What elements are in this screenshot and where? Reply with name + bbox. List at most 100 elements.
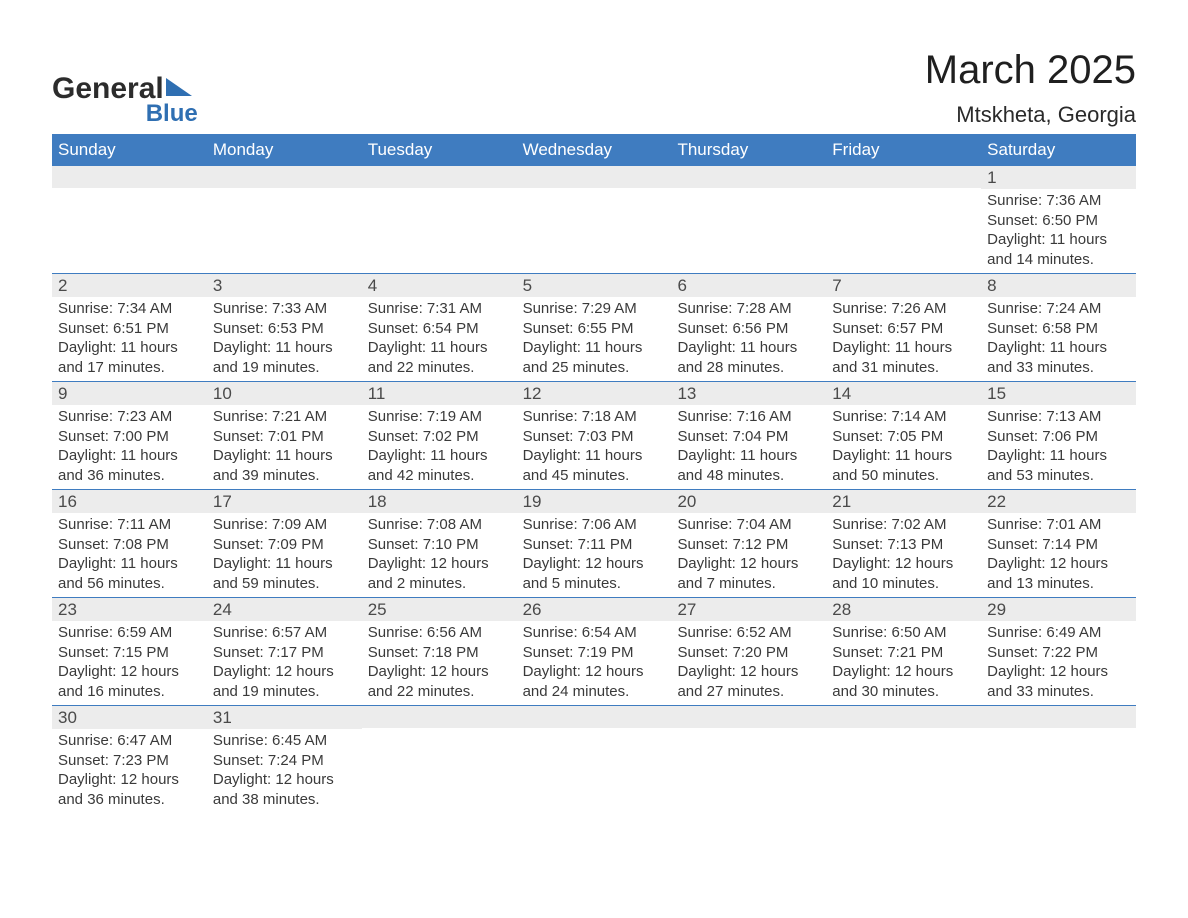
sunset-text: Sunset: 6:54 PM [368,319,511,339]
daylight2-text: and 45 minutes. [523,466,666,486]
daylight2-text: and 56 minutes. [58,574,201,594]
calendar-week: 9Sunrise: 7:23 AMSunset: 7:00 PMDaylight… [52,381,1136,489]
day-number [207,166,362,188]
day-number: 10 [207,382,362,405]
sunset-text: Sunset: 7:18 PM [368,643,511,663]
sunset-text: Sunset: 7:08 PM [58,535,201,555]
sunset-text: Sunset: 7:24 PM [213,751,356,771]
day-number [981,706,1136,728]
day-number: 26 [517,598,672,621]
daylight1-text: Daylight: 11 hours [677,446,820,466]
day-header-wednesday: Wednesday [517,134,672,166]
sunrise-text: Sunrise: 7:13 AM [987,407,1130,427]
calendar-cell: 18Sunrise: 7:08 AMSunset: 7:10 PMDayligh… [362,490,517,597]
sunset-text: Sunset: 7:22 PM [987,643,1130,663]
day-header-monday: Monday [207,134,362,166]
calendar-cell [826,166,981,273]
daylight2-text: and 30 minutes. [832,682,975,702]
day-number: 2 [52,274,207,297]
brand-name: General Blue [52,74,192,104]
daylight1-text: Daylight: 11 hours [58,446,201,466]
day-number: 31 [207,706,362,729]
day-header-tuesday: Tuesday [362,134,517,166]
daylight1-text: Daylight: 11 hours [987,446,1130,466]
daylight1-text: Daylight: 11 hours [368,338,511,358]
calendar-cell [517,166,672,273]
calendar-cell: 21Sunrise: 7:02 AMSunset: 7:13 PMDayligh… [826,490,981,597]
sunrise-text: Sunrise: 7:19 AM [368,407,511,427]
day-number: 27 [671,598,826,621]
daylight1-text: Daylight: 11 hours [677,338,820,358]
day-number: 24 [207,598,362,621]
day-number: 1 [981,166,1136,189]
day-number: 16 [52,490,207,513]
sunrise-text: Sunrise: 7:24 AM [987,299,1130,319]
calendar-cell: 8Sunrise: 7:24 AMSunset: 6:58 PMDaylight… [981,274,1136,381]
daylight1-text: Daylight: 11 hours [58,338,201,358]
sunset-text: Sunset: 6:51 PM [58,319,201,339]
daylight2-text: and 33 minutes. [987,358,1130,378]
calendar-cell: 2Sunrise: 7:34 AMSunset: 6:51 PMDaylight… [52,274,207,381]
calendar-cell: 13Sunrise: 7:16 AMSunset: 7:04 PMDayligh… [671,382,826,489]
daylight1-text: Daylight: 11 hours [213,338,356,358]
daylight2-text: and 39 minutes. [213,466,356,486]
daylight1-text: Daylight: 12 hours [368,662,511,682]
sunrise-text: Sunrise: 7:36 AM [987,191,1130,211]
day-number [671,166,826,188]
day-header-thursday: Thursday [671,134,826,166]
sunrise-text: Sunrise: 7:31 AM [368,299,511,319]
daylight1-text: Daylight: 12 hours [58,770,201,790]
calendar-cell: 27Sunrise: 6:52 AMSunset: 7:20 PMDayligh… [671,598,826,705]
day-number: 9 [52,382,207,405]
daylight2-text: and 14 minutes. [987,250,1130,270]
calendar-cell: 25Sunrise: 6:56 AMSunset: 7:18 PMDayligh… [362,598,517,705]
daylight1-text: Daylight: 12 hours [987,554,1130,574]
calendar-week: 2Sunrise: 7:34 AMSunset: 6:51 PMDaylight… [52,273,1136,381]
daylight2-text: and 36 minutes. [58,466,201,486]
sunset-text: Sunset: 7:13 PM [832,535,975,555]
daylight2-text: and 48 minutes. [677,466,820,486]
sunset-text: Sunset: 6:57 PM [832,319,975,339]
day-number: 14 [826,382,981,405]
daylight1-text: Daylight: 12 hours [523,662,666,682]
sunrise-text: Sunrise: 6:50 AM [832,623,975,643]
sunset-text: Sunset: 7:09 PM [213,535,356,555]
day-number: 18 [362,490,517,513]
calendar-cell: 9Sunrise: 7:23 AMSunset: 7:00 PMDaylight… [52,382,207,489]
calendar-cell: 23Sunrise: 6:59 AMSunset: 7:15 PMDayligh… [52,598,207,705]
calendar-cell [517,706,672,813]
day-header-saturday: Saturday [981,134,1136,166]
calendar-cell: 31Sunrise: 6:45 AMSunset: 7:24 PMDayligh… [207,706,362,813]
daylight1-text: Daylight: 12 hours [523,554,666,574]
daylight1-text: Daylight: 12 hours [987,662,1130,682]
calendar-week: 23Sunrise: 6:59 AMSunset: 7:15 PMDayligh… [52,597,1136,705]
day-number [362,166,517,188]
sunset-text: Sunset: 7:06 PM [987,427,1130,447]
day-number [671,706,826,728]
sunrise-text: Sunrise: 7:23 AM [58,407,201,427]
day-number: 7 [826,274,981,297]
daylight1-text: Daylight: 11 hours [832,446,975,466]
calendar-cell [826,706,981,813]
day-number [826,706,981,728]
daylight2-text: and 19 minutes. [213,682,356,702]
calendar-cell: 10Sunrise: 7:21 AMSunset: 7:01 PMDayligh… [207,382,362,489]
daylight2-text: and 16 minutes. [58,682,201,702]
daylight1-text: Daylight: 11 hours [368,446,511,466]
sunrise-text: Sunrise: 6:57 AM [213,623,356,643]
daylight2-text: and 22 minutes. [368,358,511,378]
calendar-cell: 28Sunrise: 6:50 AMSunset: 7:21 PMDayligh… [826,598,981,705]
day-number [517,166,672,188]
day-number: 13 [671,382,826,405]
calendar-cell: 1Sunrise: 7:36 AMSunset: 6:50 PMDaylight… [981,166,1136,273]
day-number: 15 [981,382,1136,405]
calendar-cell [671,706,826,813]
sunset-text: Sunset: 6:56 PM [677,319,820,339]
sunrise-text: Sunrise: 7:21 AM [213,407,356,427]
daylight1-text: Daylight: 12 hours [213,770,356,790]
sunrise-text: Sunrise: 6:49 AM [987,623,1130,643]
sunrise-text: Sunrise: 6:59 AM [58,623,201,643]
daylight2-text: and 10 minutes. [832,574,975,594]
calendar-cell: 5Sunrise: 7:29 AMSunset: 6:55 PMDaylight… [517,274,672,381]
sunrise-text: Sunrise: 7:34 AM [58,299,201,319]
